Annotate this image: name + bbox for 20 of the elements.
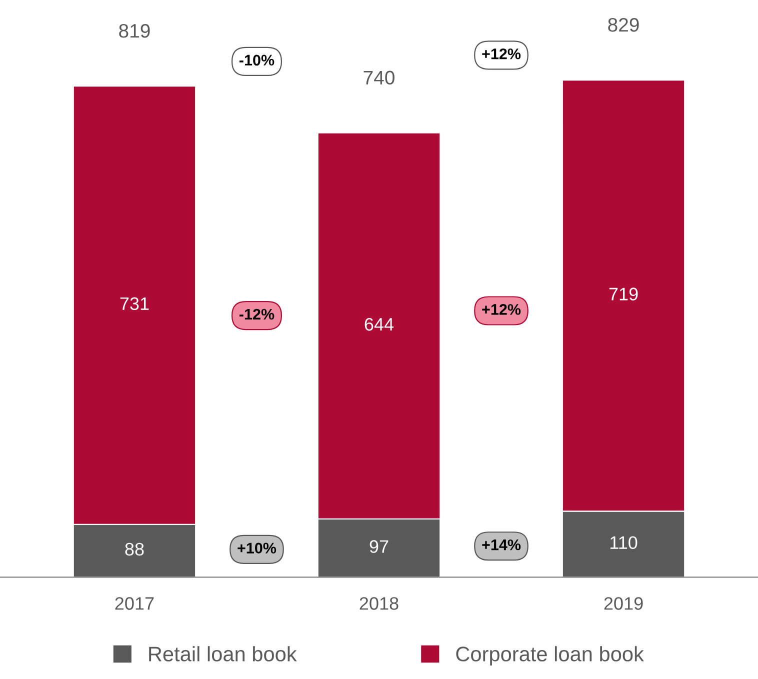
annotation: +10% [238,542,276,554]
text: +12% [482,48,521,60]
annotation: +12% [482,304,521,315]
total-label: 740 [364,70,394,85]
data-label: 731 [120,297,149,310]
x-tick-label: 2019 [604,597,643,610]
data-label: 110 [610,536,638,550]
annotation: -12% [240,308,274,320]
data-label: 644 [364,318,394,331]
x-tick-label: 2017 [115,597,154,610]
annotation: +14% [482,539,521,550]
x-tick-label: 2018 [360,597,398,610]
legend-label: Retail loan book [149,646,297,662]
data-label: 719 [609,288,638,300]
total-label: 819 [119,24,150,38]
data-label: 88 [125,542,144,556]
total-label: 829 [608,18,639,32]
legend-label: Corporate loan book [456,646,644,666]
text: -10% [240,54,274,66]
data-label: 97 [370,540,388,553]
